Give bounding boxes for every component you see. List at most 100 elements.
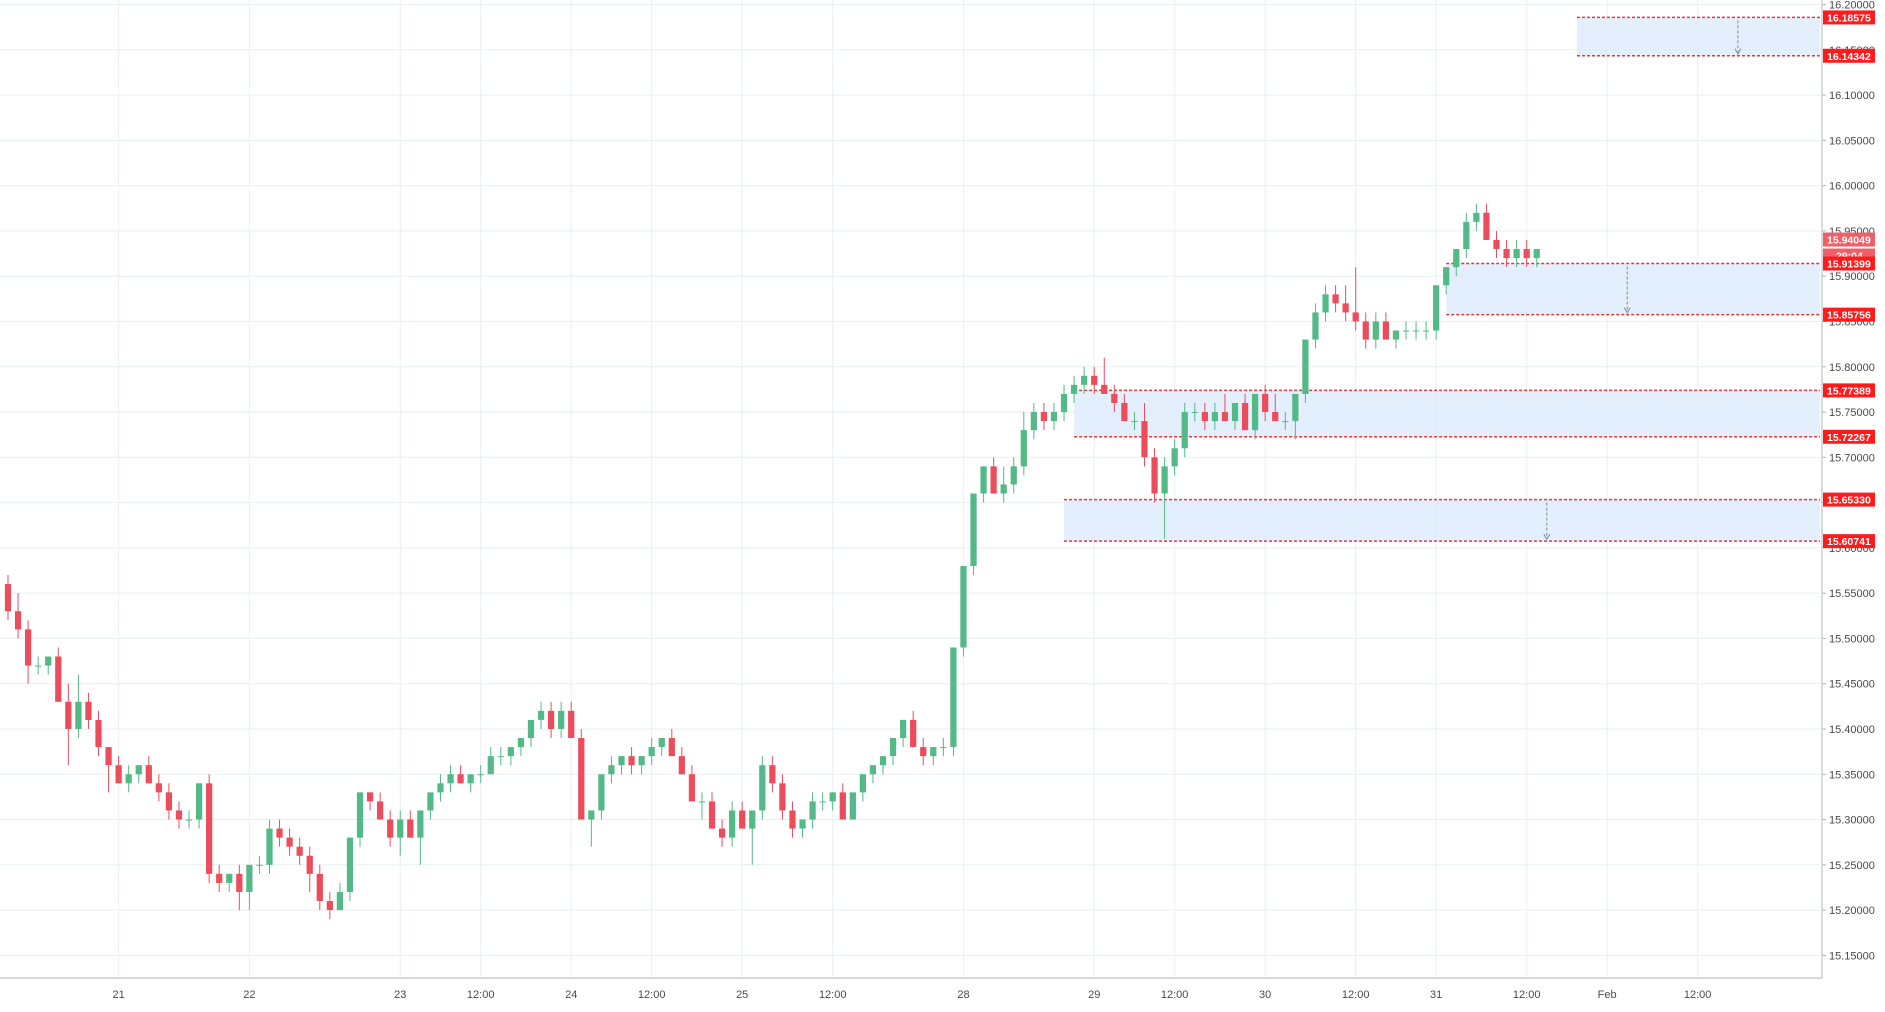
zone-price-label: 15.77389 xyxy=(1827,385,1871,397)
candle-body xyxy=(1000,484,1007,494)
price-tick-label: 15.80000 xyxy=(1829,362,1875,374)
candle-body xyxy=(366,792,374,802)
time-tick-label: 31 xyxy=(1430,989,1442,1001)
candle-body xyxy=(1151,457,1158,494)
price-tick-label: 16.05000 xyxy=(1829,135,1875,147)
candle-body xyxy=(407,819,414,838)
candle-body xyxy=(1362,321,1369,340)
time-tick-label: 12:00 xyxy=(819,989,847,1001)
candle-body xyxy=(1050,412,1058,422)
candle-body xyxy=(1312,312,1319,340)
candle-body xyxy=(799,819,806,829)
candle-body xyxy=(1473,212,1480,222)
candle-body xyxy=(1040,412,1048,422)
zone-price-label: 15.91399 xyxy=(1827,259,1871,271)
candle-body xyxy=(608,765,615,775)
candle-body xyxy=(55,656,62,702)
zone-arrow-head xyxy=(1543,533,1551,541)
candle-body xyxy=(1402,330,1410,332)
price-tick-label: 16.20000 xyxy=(1829,0,1875,12)
zone-price-label-bg xyxy=(1823,48,1875,63)
candle-body xyxy=(1241,402,1249,431)
candle-body xyxy=(899,719,907,739)
candle-body xyxy=(1342,303,1349,313)
candle-body xyxy=(35,665,42,667)
zone-rect[interactable] xyxy=(1064,499,1820,542)
candle-body xyxy=(920,747,927,757)
candle-body xyxy=(618,756,625,766)
candle-body xyxy=(678,756,685,775)
candle-body xyxy=(809,801,816,820)
candle-body xyxy=(547,710,555,729)
price-tick-label: 15.25000 xyxy=(1829,860,1875,872)
candle-body xyxy=(296,846,303,856)
candle-body xyxy=(769,765,776,784)
zone-price-label: 16.14342 xyxy=(1827,51,1871,63)
candle-body xyxy=(819,801,826,803)
price-tick-label: 15.50000 xyxy=(1829,633,1875,645)
candle-body xyxy=(1493,239,1500,250)
candle-body xyxy=(849,792,856,820)
candle-body xyxy=(256,864,263,866)
zone-price-label: 15.60741 xyxy=(1827,536,1871,548)
candle-body xyxy=(427,792,434,811)
candle-body xyxy=(1422,330,1430,332)
candle-body xyxy=(1433,285,1440,331)
candle-body xyxy=(1322,294,1329,313)
zone-rect[interactable] xyxy=(1446,263,1820,315)
zone-rect[interactable] xyxy=(1576,17,1820,56)
candle-body xyxy=(175,810,183,820)
candle-body xyxy=(387,819,394,838)
candle-body xyxy=(1201,412,1208,422)
candle-body xyxy=(638,756,645,766)
candle-body xyxy=(14,611,22,630)
candle-body xyxy=(859,774,867,793)
candle-body xyxy=(1332,294,1339,304)
candle-body xyxy=(658,738,665,748)
candle-body xyxy=(970,493,977,566)
candle-body xyxy=(1302,339,1309,394)
candle-body xyxy=(869,765,877,775)
candle-body xyxy=(145,765,152,784)
candle-body xyxy=(990,466,997,494)
candle-body xyxy=(1161,466,1168,494)
candle-body xyxy=(195,783,203,820)
candle-body xyxy=(1252,393,1259,431)
candle-body xyxy=(507,747,514,757)
candle-body xyxy=(829,792,836,802)
candle-body xyxy=(155,783,162,793)
candle-body xyxy=(1352,312,1359,322)
zone-price-label-bg xyxy=(1823,534,1875,549)
candle-body xyxy=(698,801,706,803)
candle-body xyxy=(668,738,675,757)
candle-body xyxy=(527,719,535,739)
candle-body xyxy=(487,756,494,775)
candle-body xyxy=(276,828,283,838)
time-tick-label: 12:00 xyxy=(638,989,666,1001)
price-tick-label: 15.55000 xyxy=(1829,588,1875,600)
price-tick-label: 15.45000 xyxy=(1829,679,1875,691)
candle-body xyxy=(135,765,142,775)
time-tick-label: 28 xyxy=(957,989,969,1001)
candle-body xyxy=(216,873,223,883)
zone-price-label: 15.65330 xyxy=(1827,495,1871,507)
candle-body xyxy=(326,901,333,911)
candle-body xyxy=(286,837,293,847)
candle-body xyxy=(1282,421,1289,423)
zone-price-label: 15.85756 xyxy=(1827,310,1871,322)
candle-body xyxy=(889,738,897,757)
candle-body xyxy=(1221,412,1229,422)
zone-arrow-head xyxy=(1623,307,1631,314)
candle-body xyxy=(1171,448,1178,467)
candle-body xyxy=(65,701,72,729)
candle-body xyxy=(75,701,82,729)
time-tick-label: 30 xyxy=(1259,989,1271,1001)
zone-rect[interactable] xyxy=(1074,390,1820,437)
candle-body xyxy=(4,584,12,612)
candle-body xyxy=(537,710,545,720)
time-tick-label: 29 xyxy=(1088,989,1100,1001)
time-tick-label: Feb xyxy=(1598,989,1617,1001)
candle-body xyxy=(1020,430,1027,467)
